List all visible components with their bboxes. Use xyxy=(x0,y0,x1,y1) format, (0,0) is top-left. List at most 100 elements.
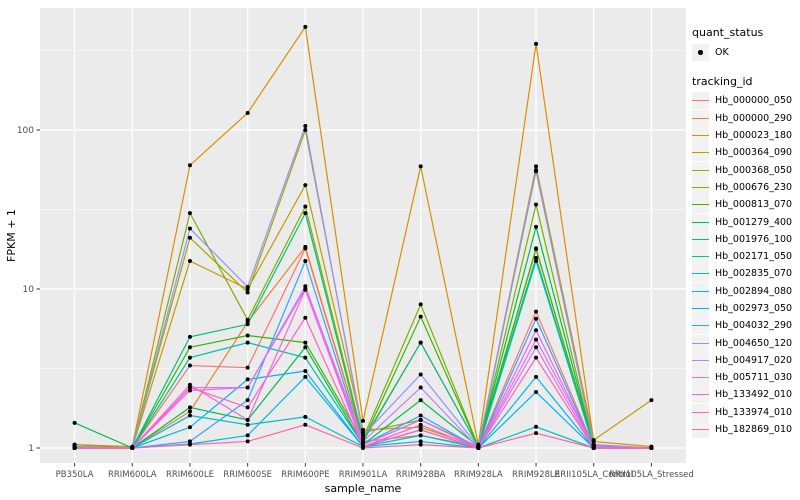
data-point xyxy=(187,211,192,216)
series-color-line-icon xyxy=(692,394,709,396)
data-point xyxy=(187,388,192,393)
legend-key-line xyxy=(692,300,709,317)
legend-item-Hb_000368_050: Hb_000368_050 xyxy=(692,161,798,179)
data-point xyxy=(534,390,539,395)
data-point xyxy=(591,446,596,450)
data-point xyxy=(303,287,308,292)
data-point xyxy=(418,439,423,444)
legend-item-Hb_001279_400: Hb_001279_400 xyxy=(692,213,798,231)
x-tick-label: RRIM928LE xyxy=(512,470,560,480)
y-axis-title: FPKM + 1 xyxy=(5,209,18,262)
legend-item-Hb_000813_070: Hb_000813_070 xyxy=(692,196,798,214)
legend-item-label: Hb_182869_010 xyxy=(715,424,793,436)
legend-item-Hb_002835_070: Hb_002835_070 xyxy=(692,265,798,283)
series-color-line-icon xyxy=(692,377,709,379)
data-point xyxy=(361,439,365,444)
legend-item-Hb_002894_080: Hb_002894_080 xyxy=(692,282,798,300)
legend-item-label: Hb_004650_120 xyxy=(715,337,793,349)
data-point xyxy=(245,422,250,427)
x-tick-label: RRIM901LA xyxy=(339,470,388,480)
data-point xyxy=(534,164,539,169)
data-point xyxy=(303,24,308,29)
legend-tracking-items: Hb_000000_050 Hb_000000_290 Hb_000023_180 H… xyxy=(692,92,798,439)
data-point xyxy=(418,302,423,307)
data-point xyxy=(534,424,539,429)
legend-item-label: Hb_002894_080 xyxy=(715,285,793,297)
data-point xyxy=(245,317,250,322)
data-point xyxy=(187,345,192,350)
data-point xyxy=(130,446,135,450)
y-tick-label: 100 xyxy=(17,126,34,136)
data-point xyxy=(303,340,308,345)
data-point xyxy=(187,163,192,168)
legend-item-Hb_133492_010: Hb_133492_010 xyxy=(692,386,798,404)
data-point xyxy=(303,211,308,216)
x-axis-title: sample_name xyxy=(325,482,402,495)
series-color-line-icon xyxy=(692,169,709,171)
x-tick-label: RRII105LA_Control xyxy=(554,470,633,480)
data-point xyxy=(303,183,308,188)
legend-item-label: Hb_004917_020 xyxy=(715,354,793,366)
data-point xyxy=(418,398,423,403)
legend-key-line xyxy=(692,196,709,214)
data-point xyxy=(245,322,250,327)
data-point xyxy=(245,290,250,295)
data-point xyxy=(418,422,423,427)
data-point xyxy=(303,368,308,373)
data-point xyxy=(534,345,539,350)
series-color-line-icon xyxy=(692,100,709,102)
legend-item-Hb_000364_090: Hb_000364_090 xyxy=(692,144,798,162)
data-point xyxy=(187,405,192,410)
legend-item-label: Hb_000000_290 xyxy=(715,112,793,124)
data-point xyxy=(534,246,539,251)
x-tick-label: RRIM600LE xyxy=(166,470,214,480)
series-color-line-icon xyxy=(692,273,709,275)
series-color-line-icon xyxy=(692,238,709,240)
legend-item-label: Hb_133492_010 xyxy=(715,389,793,401)
data-point xyxy=(534,355,539,360)
legend-key-line xyxy=(692,92,709,110)
data-point xyxy=(303,204,308,209)
legend-item-label: Hb_000813_070 xyxy=(715,199,793,211)
x-tick-label: RRIM928BA xyxy=(396,470,446,480)
data-point xyxy=(72,420,77,425)
legend: quant_status OK tracking_id Hb_000000_05… xyxy=(692,26,798,439)
legend-key-line xyxy=(692,282,709,300)
data-point xyxy=(361,430,365,435)
x-tick-label: RRIM600PE xyxy=(281,470,329,480)
data-point xyxy=(534,316,539,321)
legend-item-Hb_004917_020: Hb_004917_020 xyxy=(692,351,798,369)
legend-item-Hb_004032_290: Hb_004032_290 xyxy=(692,317,798,335)
legend-key-line xyxy=(692,386,709,404)
data-point xyxy=(418,340,423,345)
legend-key-line xyxy=(692,213,709,231)
data-point xyxy=(303,315,308,320)
series-color-line-icon xyxy=(692,256,709,258)
data-point xyxy=(245,365,250,370)
data-point xyxy=(361,446,365,450)
legend-item-Hb_133974_010: Hb_133974_010 xyxy=(692,403,798,421)
data-point xyxy=(245,433,250,438)
legend-key-line xyxy=(692,178,709,196)
data-point xyxy=(245,418,250,423)
series-color-line-icon xyxy=(692,342,709,344)
legend-item-Hb_000000_050: Hb_000000_050 xyxy=(692,92,798,110)
x-tick-label: PB350LA xyxy=(56,470,94,480)
data-point xyxy=(418,372,423,377)
series-color-line-icon xyxy=(692,429,709,431)
data-point xyxy=(418,164,423,169)
series-color-line-icon xyxy=(692,411,709,413)
legend-item-label: Hb_000364_090 xyxy=(715,147,793,159)
data-point xyxy=(418,413,423,418)
legend-key-line xyxy=(692,334,709,352)
data-point xyxy=(649,398,654,403)
data-point xyxy=(418,442,423,447)
x-tick-label: RRIM600SE xyxy=(223,470,272,480)
data-point xyxy=(476,446,481,450)
data-point xyxy=(534,224,539,229)
series-color-line-icon xyxy=(692,221,709,223)
data-point xyxy=(534,168,539,173)
legend-key-line xyxy=(692,161,709,179)
